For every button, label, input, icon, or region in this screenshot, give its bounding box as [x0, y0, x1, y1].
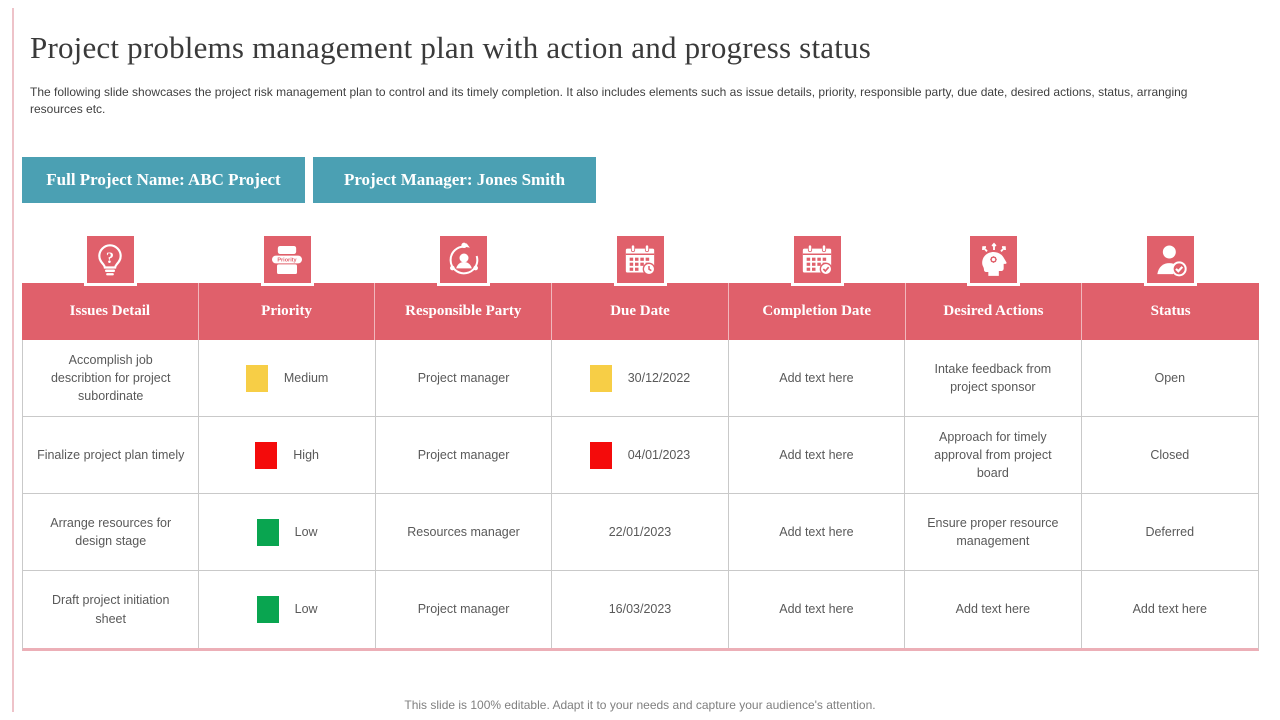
priority-label: High — [293, 447, 319, 462]
project-manager-badge: Project Manager: Jones Smith — [313, 157, 596, 203]
responsible-party-cell: Resources manager — [376, 494, 553, 570]
editable-note: This slide is 100% editable. Adapt it to… — [404, 698, 876, 712]
desired-actions-cell: Add text here — [905, 571, 1082, 648]
completion-date-cell: Add text here — [729, 340, 906, 416]
lightbulb-question-icon: ? — [83, 233, 137, 286]
due-date-color-swatch — [589, 364, 612, 392]
person-cycle-icon — [437, 233, 491, 286]
calendar-clock-icon — [613, 233, 667, 286]
column-header-responsible-party: Responsible Party — [375, 283, 553, 340]
table-row: Draft project initiation sheet Low Proje… — [23, 571, 1258, 648]
priority-cell: High — [199, 417, 376, 493]
priority-color-swatch — [256, 518, 279, 546]
svg-text:?: ? — [106, 250, 114, 267]
due-date-cell: 30/12/2022 — [552, 340, 729, 416]
person-check-icon — [1144, 233, 1198, 286]
column-header-status: Status — [1150, 303, 1191, 319]
completion-date-cell: Add text here — [729, 494, 906, 570]
due-date-cell: 22/01/2023 — [552, 494, 729, 570]
page-title: Project problems management plan with ac… — [30, 30, 871, 65]
due-date-label: 04/01/2023 — [627, 447, 691, 462]
issues-table: ? Priority Issues Detail Priority — [22, 233, 1259, 651]
status-cell: Open — [1154, 370, 1186, 385]
column-header-issues-detail: Issues Detail — [22, 283, 199, 340]
priority-color-swatch — [256, 596, 279, 623]
column-header-desired-actions: Desired Actions — [906, 283, 1083, 340]
due-date-cell: 16/03/2023 — [552, 571, 729, 648]
table-body: Accomplish job describtion for project s… — [22, 340, 1259, 651]
table-row: Accomplish job describtion for project s… — [23, 340, 1258, 417]
svg-text:Priority: Priority — [277, 257, 297, 263]
left-accent-line — [12, 8, 14, 712]
priority-cell: Low — [199, 571, 376, 648]
desired-actions-cell: Intake feedback from project sponsor — [905, 340, 1082, 416]
issues-detail-cell: Arrange resources for design stage — [23, 494, 200, 570]
priority-cell: Low — [199, 494, 376, 570]
responsible-party-cell: Project manager — [376, 417, 553, 493]
issues-detail-cell: Draft project initiation sheet — [23, 571, 200, 648]
status-cell: Closed — [1150, 447, 1190, 462]
completion-date-cell: Add text here — [729, 417, 906, 493]
priority-label: Low — [294, 602, 318, 617]
priority-cell: Medium — [199, 340, 376, 416]
table-row: Arrange resources for design stage Low R… — [23, 494, 1258, 571]
project-info-badges: Full Project Name: ABC Project Project M… — [22, 157, 596, 203]
priority-stamp-icon: Priority — [260, 233, 314, 286]
head-gear-arrows-icon — [967, 233, 1021, 286]
completion-date-cell: Add text here — [729, 571, 906, 648]
desired-actions-cell: Approach for timely approval from projec… — [905, 417, 1082, 493]
due-date-color-swatch — [589, 441, 612, 469]
status-cell: Add text here — [1132, 602, 1207, 617]
column-header-priority: Priority — [199, 283, 376, 340]
priority-label: Low — [294, 524, 318, 539]
column-icons-row: ? Priority — [22, 233, 1259, 286]
priority-color-swatch — [255, 441, 278, 469]
priority-color-swatch — [245, 364, 268, 392]
responsible-party-cell: Project manager — [376, 340, 553, 416]
column-header-completion-date: Completion Date — [729, 283, 906, 340]
table-header-row: Issues Detail Priority Responsible Party… — [22, 283, 1259, 340]
issues-detail-cell: Finalize project plan timely — [23, 417, 200, 493]
due-date-cell: 04/01/2023 — [552, 417, 729, 493]
responsible-party-cell: Project manager — [376, 571, 553, 648]
project-name-badge: Full Project Name: ABC Project — [22, 157, 305, 203]
priority-label: Medium — [283, 370, 329, 385]
column-header-due-date: Due Date — [552, 283, 729, 340]
due-date-label: 30/12/2022 — [627, 370, 691, 385]
status-cell: Deferred — [1145, 524, 1195, 539]
desired-actions-cell: Ensure proper resource management — [905, 494, 1082, 570]
issues-detail-cell: Accomplish job describtion for project s… — [23, 340, 200, 416]
slide-description: The following slide showcases the projec… — [30, 85, 1188, 117]
table-row: Finalize project plan timely High Projec… — [23, 417, 1258, 494]
calendar-check-icon — [790, 233, 844, 286]
